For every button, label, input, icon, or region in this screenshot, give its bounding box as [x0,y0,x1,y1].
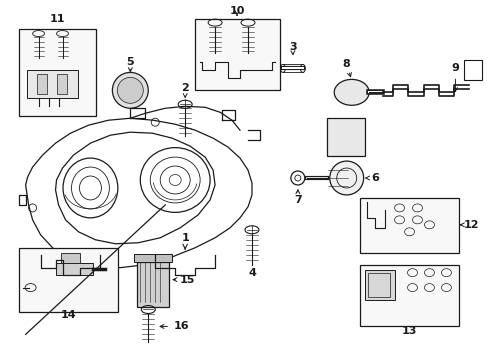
Bar [57,75,66,94]
Ellipse shape [300,64,305,72]
Bar [464,60,481,80]
Text: 14: 14 [61,310,76,320]
Text: 12: 12 [463,220,478,230]
Bar [61,253,81,263]
Bar [19,248,118,312]
Ellipse shape [117,77,143,103]
Text: 16: 16 [173,321,188,332]
Bar [367,273,389,297]
Bar [19,28,96,116]
Bar [195,19,279,90]
Text: 8: 8 [342,59,350,69]
Bar [359,265,458,327]
Text: 4: 4 [247,267,255,278]
Bar [137,262,169,306]
Ellipse shape [334,80,368,105]
Text: 13: 13 [401,327,416,336]
Bar [134,254,172,262]
Text: 10: 10 [229,6,244,15]
Bar [26,71,78,98]
Text: 1: 1 [181,233,189,249]
Text: 2: 2 [181,84,189,93]
Text: 15: 15 [180,275,195,285]
Bar [56,263,93,275]
Ellipse shape [112,72,148,108]
Text: 6: 6 [371,173,379,183]
Circle shape [329,161,363,195]
Text: 9: 9 [450,63,458,73]
Ellipse shape [280,64,285,72]
Text: 11: 11 [50,14,65,24]
Text: 7: 7 [293,195,301,205]
Bar [359,198,458,253]
Bar [37,75,46,94]
Bar [326,118,364,156]
Text: 5: 5 [126,58,134,67]
Bar [364,270,394,300]
Text: 3: 3 [288,41,296,51]
